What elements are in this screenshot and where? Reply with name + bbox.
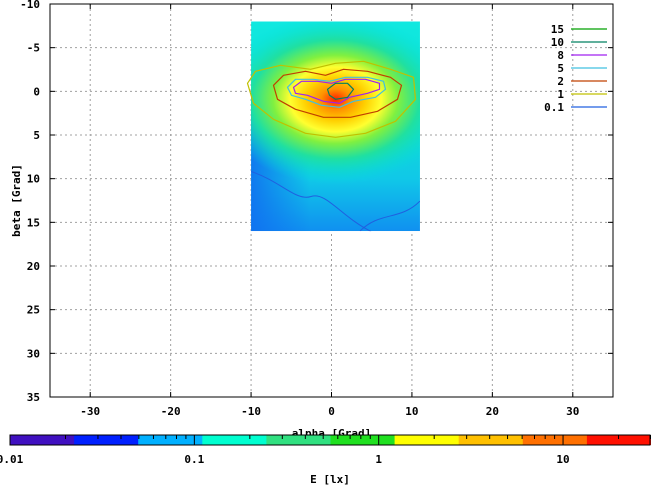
contour-5 <box>286 76 387 108</box>
colorbar-tick-label: 0.01 <box>0 453 24 466</box>
colorbar-segment <box>266 435 331 445</box>
y-tick-label: 5 <box>33 129 40 142</box>
legend-label: 8 <box>557 49 564 62</box>
y-tick-label: 30 <box>27 347 40 360</box>
x-tick-label: 0 <box>328 405 335 418</box>
x-tick-label: 30 <box>566 405 579 418</box>
colorbar-segment <box>74 435 139 445</box>
x-tick-label: -30 <box>80 405 100 418</box>
colorbar-segment <box>586 435 651 445</box>
contour-0.1 <box>359 200 420 232</box>
colorbar-tick-label: 0.1 <box>184 453 204 466</box>
y-tick-label: 0 <box>33 85 40 98</box>
y-tick-label: -5 <box>27 42 40 55</box>
contour-10 <box>326 82 355 100</box>
y-tick-label: 20 <box>27 260 40 273</box>
x-tick-label: 10 <box>405 405 418 418</box>
colorbar-tick-label: 10 <box>556 453 569 466</box>
colorbar-segment <box>10 435 75 445</box>
legend-label: 2 <box>557 75 564 88</box>
colorbar: 0.01 0.1 1 10 <box>0 434 651 466</box>
y-axis-label: beta [Grad] <box>10 164 23 237</box>
colorbar-label: E [lx] <box>310 473 350 486</box>
x-tick-label: 20 <box>486 405 499 418</box>
colorbar-segment <box>202 435 267 445</box>
colorbar-segment <box>458 435 524 445</box>
y-tick-label: -10 <box>20 0 40 11</box>
contour-0.1 <box>251 170 372 232</box>
x-axis-ticks: -30 -20 -10 0 10 20 30 <box>80 4 579 418</box>
colorbar-segment <box>394 435 460 445</box>
y-tick-label: 25 <box>27 304 40 317</box>
contours <box>246 60 420 232</box>
legend-label: 5 <box>557 62 564 75</box>
colorbar-segment <box>330 435 396 445</box>
colorbar-segment <box>522 435 588 445</box>
legend-label: 1 <box>557 88 564 101</box>
y-tick-label: 35 <box>27 391 40 404</box>
y-tick-label: 10 <box>27 173 40 186</box>
x-tick-label: -20 <box>161 405 181 418</box>
contour-1 <box>246 60 417 138</box>
legend-label: 15 <box>551 23 564 36</box>
legend-label: 0.1 <box>544 101 564 114</box>
legend-label: 10 <box>551 36 564 49</box>
x-tick-label: -10 <box>241 405 261 418</box>
contour-2 <box>272 68 403 118</box>
colorbar-tick-label: 1 <box>375 453 382 466</box>
colorbar-segment <box>138 435 203 445</box>
heatmap <box>251 21 420 232</box>
y-tick-label: 15 <box>27 216 40 229</box>
contour-8 <box>292 78 381 104</box>
